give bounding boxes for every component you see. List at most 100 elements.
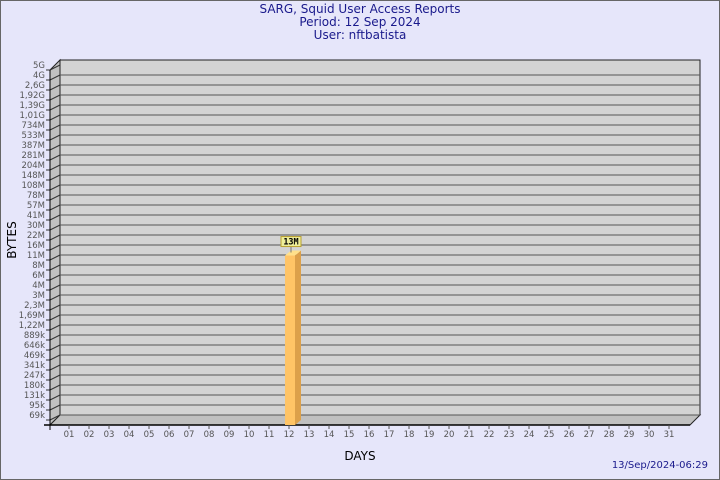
y-tick-diagonal [49,164,61,171]
y-tick-label: 41M [27,211,45,221]
x-tick-label: 25 [544,430,555,440]
x-tick-label: 19 [424,430,435,440]
y-tick-diagonal [49,214,61,221]
y-tick-label: 387M [21,141,45,151]
y-tick-diagonal [49,94,61,101]
y-tick-diagonal [49,274,61,281]
y-tick-label: 57M [27,201,45,211]
y-tick-label: 3M [32,291,45,301]
y-tick-diagonal [49,314,61,321]
y-tick-label: 2,6G [25,81,45,91]
y-tick-label: 646k [24,341,45,351]
x-tick-label: 21 [464,430,475,440]
x-tick-label: 11 [264,430,275,440]
x-tick-label: 24 [524,430,535,440]
bar-day-12: 13M [280,236,302,425]
y-tick-label: 247k [24,371,45,381]
y-tick-label: 108M [21,181,45,191]
x-tick-label: 12 [284,430,295,440]
y-tick-label: 180k [24,381,45,391]
y-tick-diagonal [49,234,61,241]
x-tick-label: 22 [484,430,495,440]
y-tick-diagonal [49,144,61,151]
x-tick-label: 15 [344,430,355,440]
y-tick-label: 889k [24,331,45,341]
y-tick-diagonal [49,124,61,131]
y-tick-diagonal [49,264,61,271]
y-tick-diagonal [49,394,61,401]
y-tick-diagonal [49,364,61,371]
y-tick-diagonal [49,344,61,351]
x-tick-label: 01 [64,430,75,440]
y-tick-label: 16M [27,241,45,251]
y-tick-label: 469k [24,351,45,361]
y-tick-diagonal [49,104,61,111]
y-tick-diagonal [49,64,61,71]
y-tick-diagonal [49,194,61,201]
y-tick-label: 533M [21,131,45,141]
x-tick-label: 18 [404,430,415,440]
y-tick-label: 1,39G [19,101,45,111]
x-tick-label: 06 [164,430,175,440]
chart-user: User: nftbatista [313,28,407,42]
plot-floor [48,414,702,426]
y-tick-label: 1,01G [19,111,45,121]
x-tick-label: 23 [504,430,515,440]
y-tick-diagonal [49,84,61,91]
y-tick-label: 8M [32,261,45,271]
y-tick-label: 1,69M [19,311,45,321]
x-tick-label: 30 [644,430,655,440]
y-tick-label: 69k [29,411,45,421]
x-tick-label: 27 [584,430,595,440]
y-tick-label: 5G [33,61,45,71]
y-tick-label: 78M [27,191,45,201]
y-tick-diagonal [49,384,61,391]
y-tick-label: 341k [24,361,45,371]
y-tick-label: 1,92G [19,91,45,101]
x-tick-label: 03 [104,430,115,440]
chart-title: SARG, Squid User Access Reports [259,2,461,16]
x-tick-label: 08 [204,430,215,440]
y-tick-diagonal [49,224,61,231]
generated-timestamp: 13/Sep/2024-06:29 [611,460,708,471]
y-tick-diagonal [49,154,61,161]
y-tick-diagonal [49,244,61,251]
data-label: 13M [283,238,298,248]
y-tick-label: 6M [32,271,45,281]
y-tick-diagonal [49,74,61,81]
y-tick-diagonal [49,204,61,211]
bar-side [295,250,301,425]
x-tick-label: 13 [304,430,315,440]
x-tick-label: 31 [664,430,675,440]
x-tick-label: 17 [384,430,395,440]
y-tick-diagonal [49,354,61,361]
y-tick-label: 148M [21,171,45,181]
y-tick-diagonal [49,334,61,341]
bar-front [285,255,295,425]
y-tick-label: 22M [27,231,45,241]
y-tick-diagonal [49,414,61,421]
y-tick-label: 11M [27,251,45,261]
y-tick-label: 281M [21,151,45,161]
y-tick-diagonal [49,134,61,141]
y-tick-label: 131k [24,391,45,401]
plot-back-wall [59,59,701,416]
x-tick-label: 14 [324,430,335,440]
y-tick-diagonal [49,324,61,331]
x-tick-label: 05 [144,430,155,440]
x-tick-label: 29 [624,430,635,440]
y-tick-label: 2,3M [24,301,45,311]
x-tick-label: 20 [444,430,455,440]
y-tick-diagonal [49,174,61,181]
y-tick-label: 30M [27,221,45,231]
x-tick-label: 02 [84,430,95,440]
bar-top [285,250,301,256]
x-tick-label: 28 [604,430,615,440]
y-tick-diagonal [49,114,61,121]
y-tick-diagonal [49,184,61,191]
x-tick-label: 04 [124,430,135,440]
y-tick-label: 4M [32,281,45,291]
y-axis-label: BYTES [5,221,19,258]
plot-side-wall [49,58,61,427]
